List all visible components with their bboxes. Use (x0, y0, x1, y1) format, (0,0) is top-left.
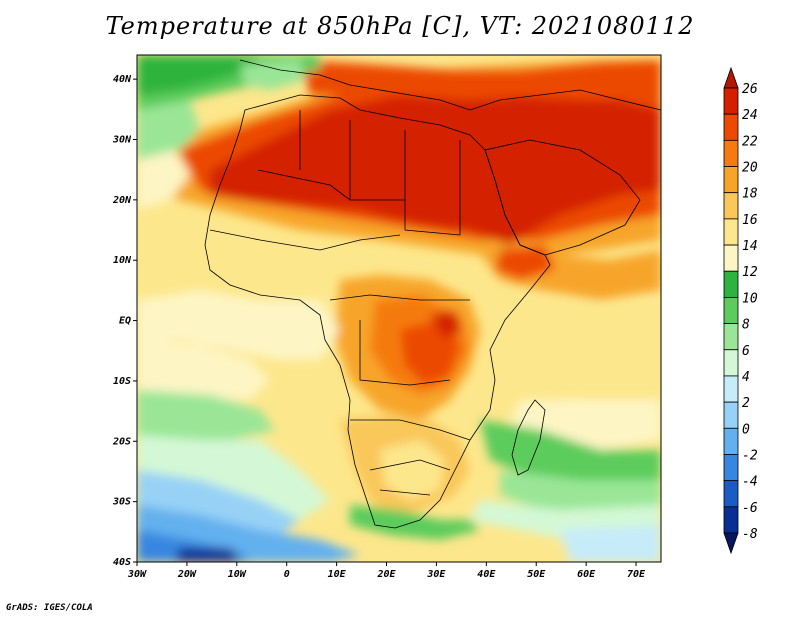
map-frame (136, 54, 662, 563)
colorbar-swatch (723, 297, 739, 324)
lon-tick-label: 20W (177, 569, 197, 580)
map-borders (204, 59, 661, 529)
colorbar-swatch (723, 323, 739, 351)
colorbar-top-arrow (723, 66, 739, 89)
lon-tick-label: 0 (284, 569, 290, 580)
temperature-field (137, 55, 661, 562)
colorbar-label: 16 (742, 213, 758, 228)
arabia-coastline (484, 139, 641, 256)
colorbar-label: 4 (742, 370, 750, 385)
colorbar-label: 6 (742, 344, 750, 359)
lon-tick-label: 70E (627, 569, 646, 580)
lat-tick-label: 20N (112, 195, 132, 206)
colorbar-label: -8 (742, 527, 758, 542)
colorbar-label: 18 (742, 187, 758, 202)
colorbar-swatch (723, 166, 739, 194)
colorbar-swatch (723, 375, 739, 403)
colorbar-label: -4 (742, 475, 758, 490)
lat-tick-label: 30N (112, 135, 132, 146)
colorbar-swatch (723, 480, 739, 508)
lon-tick-label: 10E (328, 569, 347, 580)
colorbar-label: 26 (742, 82, 758, 97)
colorbar-label: 2 (742, 396, 750, 411)
axis-ticks: 30W 20W 10W 0 10E 20E 30E 40E 50E 60E 70E 40N 30N 20N… (112, 74, 646, 580)
lon-tick-label: 10W (228, 569, 247, 580)
lat-tick-label: 40S (113, 557, 131, 568)
colorbar-swatch (723, 87, 739, 115)
colorbar-swatch (723, 244, 739, 272)
colorbar-label: -6 (742, 501, 758, 516)
lat-tick-label: 10N (113, 255, 132, 266)
colorbar-swatch (723, 427, 739, 455)
lat-tick-label: 30S (112, 497, 131, 508)
colorbar-label: 24 (742, 108, 758, 123)
colorbar-swatch (723, 270, 739, 298)
map-title: Temperature at 850hPa [C], VT: 202108011… (105, 12, 695, 40)
colorbar-swatch (723, 218, 739, 246)
colorbar-label: -2 (742, 448, 758, 463)
colorbar-swatch (723, 506, 739, 534)
lon-tick-label: 20E (376, 569, 396, 580)
credit-text: GrADS: IGES/COLA (6, 603, 93, 613)
lon-tick-label: 30E (426, 569, 446, 580)
lat-tick-label: EQ (119, 316, 131, 327)
lon-tick-label: 40E (477, 569, 496, 580)
africa-coastline (204, 94, 551, 529)
colorbar-label: 20 (742, 161, 758, 176)
colorbar-label: 22 (742, 134, 758, 149)
colorbar-label: 10 (742, 291, 758, 306)
colorbar-label: 0 (742, 422, 750, 437)
colorbar-swatch (723, 454, 739, 482)
lat-tick-label: 40N (113, 74, 132, 85)
colorbar-label: 8 (742, 318, 750, 333)
lat-tick-label: 20S (112, 436, 131, 447)
madagascar-coastline (511, 399, 546, 476)
colorbar-swatch (723, 349, 739, 377)
colorbar-swatch (723, 192, 739, 220)
europe-coastline (239, 59, 661, 111)
colorbar-swatch (723, 401, 739, 429)
colorbar-swatch (723, 139, 739, 167)
lat-tick-label: 10S (113, 376, 131, 387)
colorbar-label: 14 (742, 239, 758, 254)
colorbar-swatch (723, 113, 739, 141)
colorbar-bottom-arrow (723, 532, 739, 555)
lon-tick-label: 60E (577, 569, 596, 580)
lon-tick-label: 50E (527, 569, 546, 580)
colorbar-label: 12 (742, 265, 758, 280)
lon-tick-label: 30W (127, 569, 147, 580)
